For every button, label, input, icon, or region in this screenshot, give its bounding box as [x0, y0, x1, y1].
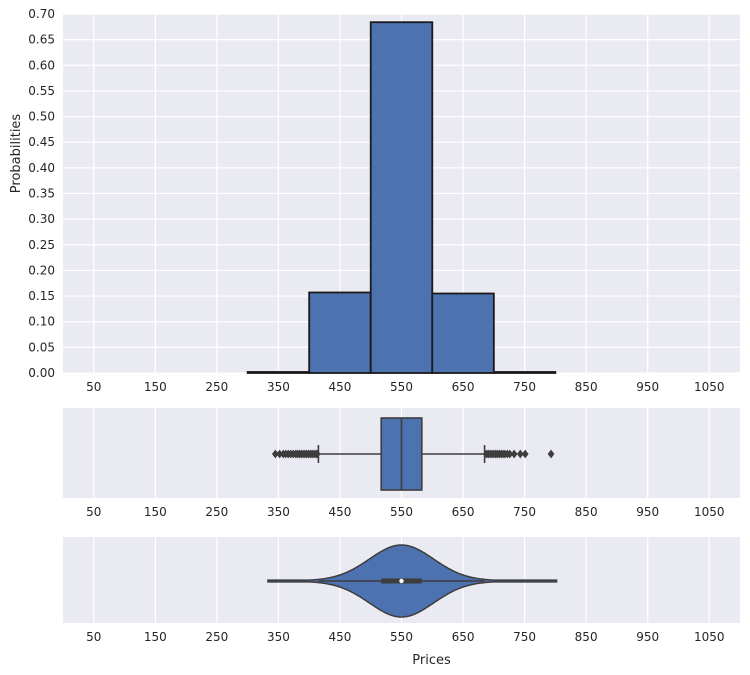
- x-tick-label: 950: [636, 505, 659, 519]
- x-tick-label: 50: [86, 505, 101, 519]
- x-tick-label: 850: [575, 380, 598, 394]
- x-tick-label: 850: [575, 630, 598, 644]
- x-tick-label: 350: [267, 630, 290, 644]
- x-tick-label: 250: [205, 380, 228, 394]
- y-tick-label: 0.45: [28, 135, 55, 149]
- x-tick-label: 1050: [694, 505, 725, 519]
- histogram-bar: [431, 292, 495, 374]
- x-tick-label: 950: [636, 630, 659, 644]
- x-tick-label: 650: [452, 380, 475, 394]
- outlier-point: [516, 449, 524, 459]
- histogram-bar: [369, 21, 434, 374]
- x-tick-label: 550: [390, 630, 413, 644]
- histogram-bar: [308, 291, 372, 374]
- violin-panel: 50 150 250 350 450 550 650 750 850 950 1050 Prices: [63, 537, 740, 668]
- violin-x-ticks: 50 150 250 350 450 550 650 750 850 950 1050: [86, 630, 724, 644]
- x-tick-label: 550: [390, 380, 413, 394]
- x-tick-label: 150: [144, 630, 167, 644]
- y-tick-label: 0.65: [28, 33, 55, 47]
- x-tick-label: 1050: [694, 630, 725, 644]
- boxplot-panel: 50 150 250 350 450 550 650 750 850 950 1050: [63, 408, 740, 519]
- histogram-bar: [492, 371, 557, 374]
- y-tick-label: 0.30: [28, 212, 55, 226]
- x-tick-label: 950: [636, 380, 659, 394]
- histogram-bar: [246, 371, 311, 374]
- x-axis-label: Prices: [412, 653, 451, 668]
- y-tick-label: 0.20: [28, 263, 55, 277]
- outlier-point: [521, 449, 529, 459]
- x-tick-label: 850: [575, 505, 598, 519]
- outlier-point: [313, 449, 321, 459]
- histogram-x-ticks: 50 150 250 350 450 550 650 750 850 950 1050: [86, 380, 724, 394]
- x-tick-label: 150: [144, 505, 167, 519]
- x-tick-label: 1050: [694, 380, 725, 394]
- y-tick-label: 0.25: [28, 238, 55, 252]
- x-tick-label: 250: [205, 505, 228, 519]
- y-tick-label: 0.70: [28, 7, 55, 21]
- x-tick-label: 650: [452, 630, 475, 644]
- x-tick-label: 750: [513, 630, 536, 644]
- y-tick-label: 0.05: [28, 340, 55, 354]
- x-tick-label: 150: [144, 380, 167, 394]
- x-tick-label: 350: [267, 505, 290, 519]
- y-tick-label: 0.10: [28, 315, 55, 329]
- y-tick-label: 0.55: [28, 84, 55, 98]
- boxplot-x-ticks: 50 150 250 350 450 550 650 750 850 950 1050: [86, 505, 724, 519]
- x-tick-label: 50: [86, 630, 101, 644]
- x-tick-label: 450: [329, 380, 352, 394]
- y-tick-label: 0.50: [28, 110, 55, 124]
- outlier-point: [547, 449, 555, 459]
- x-tick-label: 650: [452, 505, 475, 519]
- outlier-point: [271, 449, 279, 459]
- y-tick-label: 0.60: [28, 58, 55, 72]
- x-tick-label: 450: [329, 630, 352, 644]
- outlier-point: [506, 449, 514, 459]
- histogram-y-ticks: 0.00 0.05 0.10 0.15 0.20 0.25 0.30 0.35 0.40 0.45…: [28, 7, 55, 380]
- x-tick-label: 750: [513, 380, 536, 394]
- violin-median-dot: [399, 578, 404, 584]
- x-tick-label: 50: [86, 380, 101, 394]
- y-tick-label: 0.35: [28, 187, 55, 201]
- outlier-point: [510, 449, 518, 459]
- y-tick-label: 0.40: [28, 161, 55, 175]
- boxplot: [271, 417, 555, 491]
- x-tick-label: 750: [513, 505, 536, 519]
- x-tick-label: 350: [267, 380, 290, 394]
- violin-plot: [267, 544, 558, 618]
- x-tick-label: 450: [329, 505, 352, 519]
- x-tick-label: 550: [390, 505, 413, 519]
- histogram-panel: 0.00 0.05 0.10 0.15 0.20 0.25 0.30 0.35 0.40 0.45…: [9, 7, 740, 394]
- y-tick-label: 0.15: [28, 289, 55, 303]
- x-tick-label: 250: [205, 630, 228, 644]
- histogram-bars: [246, 21, 557, 374]
- y-tick-label: 0.00: [28, 366, 55, 380]
- y-axis-label: Probabilities: [9, 114, 24, 194]
- outlier-point: [276, 449, 284, 459]
